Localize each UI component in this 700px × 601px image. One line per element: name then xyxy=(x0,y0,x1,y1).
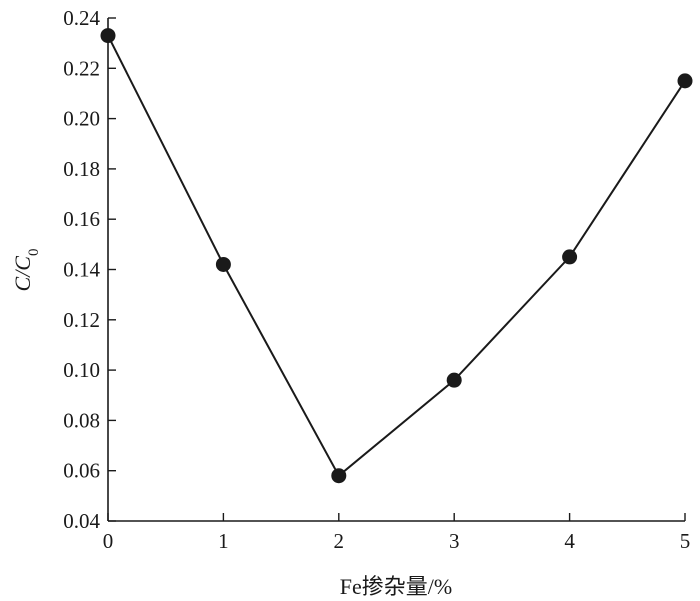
x-axis-label: Fe掺杂量/% xyxy=(340,574,452,599)
x-tick-label: 1 xyxy=(218,529,229,553)
data-point-0 xyxy=(100,28,116,44)
y-tick-label: 0.04 xyxy=(63,509,100,533)
data-point-1 xyxy=(215,256,231,272)
x-tick-label: 0 xyxy=(103,529,114,553)
y-tick-label: 0.24 xyxy=(63,6,100,30)
y-tick-label: 0.10 xyxy=(63,358,100,382)
y-tick-label: 0.20 xyxy=(63,107,100,131)
data-point-2 xyxy=(331,468,347,484)
y-tick-label: 0.08 xyxy=(63,408,100,432)
x-tick-label: 5 xyxy=(680,529,691,553)
data-point-4 xyxy=(562,249,578,265)
series-line-0 xyxy=(107,35,686,478)
plot-area xyxy=(100,28,693,484)
y-axis-label: C/C0 xyxy=(10,249,42,292)
x-ticks: 0 1 2 3 4 5 xyxy=(103,513,691,553)
x-tick-label: 2 xyxy=(334,529,345,553)
x-tick-label: 4 xyxy=(564,529,575,553)
data-point-5 xyxy=(677,73,693,89)
y-ticks: 0.04 0.06 0.08 0.10 0.12 0.14 0.16 0.18 0.20 0.22… xyxy=(63,6,116,533)
axes xyxy=(107,18,685,522)
y-tick-label: 0.14 xyxy=(63,258,100,282)
y-tick-label: 0.06 xyxy=(63,459,100,483)
x-tick-label: 3 xyxy=(449,529,460,553)
y-tick-label: 0.18 xyxy=(63,157,100,181)
y-tick-label: 0.22 xyxy=(63,56,100,80)
data-point-3 xyxy=(446,372,462,388)
y-tick-label: 0.16 xyxy=(63,207,100,231)
y-tick-label: 0.12 xyxy=(63,308,100,332)
